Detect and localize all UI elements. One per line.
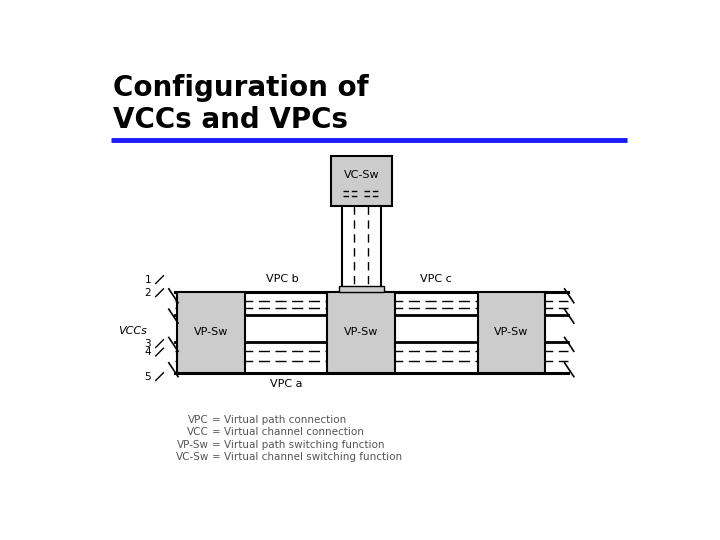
- Text: VP-Sw: VP-Sw: [494, 327, 528, 338]
- Text: =: =: [212, 428, 221, 437]
- Text: VPC: VPC: [188, 415, 209, 425]
- Bar: [330, 156, 392, 206]
- Bar: [342, 206, 381, 292]
- Text: VP-Sw: VP-Sw: [177, 440, 209, 450]
- Text: VP-Sw: VP-Sw: [194, 327, 228, 338]
- Text: VPC b: VPC b: [266, 274, 299, 284]
- Bar: [175, 292, 567, 373]
- Bar: [477, 292, 545, 373]
- Text: VCCs: VCCs: [118, 326, 148, 336]
- Text: Virtual path connection: Virtual path connection: [224, 415, 346, 425]
- Text: Virtual path switching function: Virtual path switching function: [224, 440, 384, 450]
- Text: 1: 1: [145, 275, 151, 285]
- Text: Virtual channel connection: Virtual channel connection: [224, 428, 364, 437]
- Text: VPC c: VPC c: [420, 274, 452, 284]
- Bar: [328, 292, 395, 373]
- Text: =: =: [212, 415, 221, 425]
- Text: 3: 3: [145, 339, 151, 349]
- Text: VC-Sw: VC-Sw: [176, 452, 209, 462]
- Text: =: =: [212, 452, 221, 462]
- Text: =: =: [212, 440, 221, 450]
- Text: VPC a: VPC a: [270, 379, 302, 389]
- Bar: [177, 292, 245, 373]
- Text: VC-Sw: VC-Sw: [343, 170, 379, 180]
- Text: VCC: VCC: [187, 428, 209, 437]
- Text: 5: 5: [145, 372, 151, 382]
- Text: 4: 4: [145, 347, 151, 357]
- Bar: [339, 286, 384, 292]
- Text: VP-Sw: VP-Sw: [344, 327, 379, 338]
- Text: Configuration of
VCCs and VPCs: Configuration of VCCs and VPCs: [113, 74, 369, 134]
- Text: Virtual channel switching function: Virtual channel switching function: [224, 452, 402, 462]
- Text: 2: 2: [145, 288, 151, 298]
